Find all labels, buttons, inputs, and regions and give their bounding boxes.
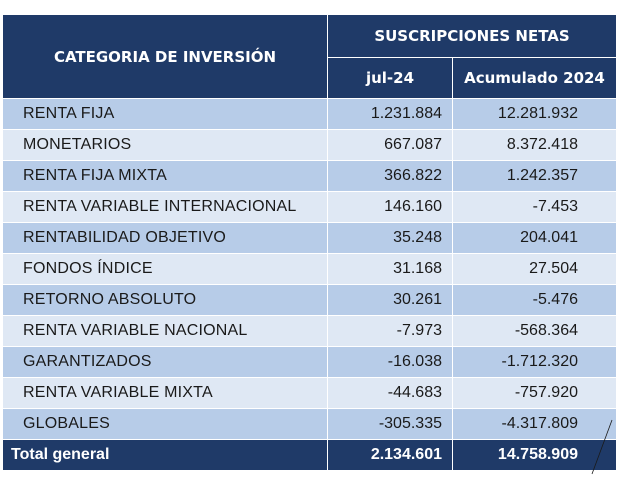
table-row: RENTA VARIABLE MIXTA -44.683 -757.920 bbox=[2, 377, 617, 409]
accumulated-cell: 1.242.357 bbox=[452, 160, 617, 192]
category-header: CATEGORIA DE INVERSIÓN bbox=[2, 14, 328, 99]
category-cell: GLOBALES bbox=[2, 408, 328, 440]
accumulated-cell: 27.504 bbox=[452, 253, 617, 285]
total-label: Total general bbox=[2, 439, 328, 471]
category-cell: RENTA FIJA bbox=[2, 98, 328, 130]
category-cell: RENTA FIJA MIXTA bbox=[2, 160, 328, 192]
accumulated-2024-header: Acumulado 2024 bbox=[452, 57, 617, 99]
category-cell: RENTA VARIABLE MIXTA bbox=[2, 377, 328, 409]
table-row: RENTA FIJA MIXTA 366.822 1.242.357 bbox=[2, 160, 617, 192]
category-cell: RETORNO ABSOLUTO bbox=[2, 284, 328, 316]
accumulated-cell: -757.920 bbox=[452, 377, 617, 409]
table-body: RENTA FIJA 1.231.884 12.281.932 MONETARIOS 6… bbox=[2, 98, 617, 440]
accumulated-cell: -568.364 bbox=[452, 315, 617, 347]
accumulated-cell: -4.317.809 bbox=[452, 408, 617, 440]
table-row: RENTA VARIABLE INTERNACIONAL 146.160 -7.45… bbox=[2, 191, 617, 223]
accumulated-cell: 12.281.932 bbox=[452, 98, 617, 130]
accumulated-cell: -1.712.320 bbox=[452, 346, 617, 378]
category-cell: RENTABILIDAD OBJETIVO bbox=[2, 222, 328, 254]
net-subscriptions-header: SUSCRIPCIONES NETAS bbox=[327, 14, 617, 58]
category-cell: RENTA VARIABLE INTERNACIONAL bbox=[2, 191, 328, 223]
jul-24-cell: 30.261 bbox=[327, 284, 453, 316]
net-subscriptions-table: CATEGORIA DE INVERSIÓN SUSCRIPCIONES NET… bbox=[2, 14, 617, 471]
table-row: MONETARIOS 667.087 8.372.418 bbox=[2, 129, 617, 161]
accumulated-cell: -5.476 bbox=[452, 284, 617, 316]
table-row: RENTABILIDAD OBJETIVO 35.248 204.041 bbox=[2, 222, 617, 254]
jul-24-cell: 667.087 bbox=[327, 129, 453, 161]
total-jul-value: 2.134.601 bbox=[327, 439, 453, 471]
category-cell: GARANTIZADOS bbox=[2, 346, 328, 378]
jul-24-header: jul-24 bbox=[327, 57, 453, 99]
jul-24-cell: 366.822 bbox=[327, 160, 453, 192]
accumulated-cell: -7.453 bbox=[452, 191, 617, 223]
jul-24-cell: -16.038 bbox=[327, 346, 453, 378]
total-acum-value: 14.758.909 bbox=[452, 439, 617, 471]
category-cell: FONDOS ÍNDICE bbox=[2, 253, 328, 285]
jul-24-cell: 31.168 bbox=[327, 253, 453, 285]
jul-24-cell: 146.160 bbox=[327, 191, 453, 223]
category-cell: RENTA VARIABLE NACIONAL bbox=[2, 315, 328, 347]
accumulated-cell: 204.041 bbox=[452, 222, 617, 254]
jul-24-cell: 1.231.884 bbox=[327, 98, 453, 130]
jul-24-cell: -305.335 bbox=[327, 408, 453, 440]
jul-24-cell: 35.248 bbox=[327, 222, 453, 254]
table-row: GARANTIZADOS -16.038 -1.712.320 bbox=[2, 346, 617, 378]
table-row: RENTA VARIABLE NACIONAL -7.973 -568.364 bbox=[2, 315, 617, 347]
table-row: GLOBALES -305.335 -4.317.809 bbox=[2, 408, 617, 440]
category-cell: MONETARIOS bbox=[2, 129, 328, 161]
jul-24-cell: -7.973 bbox=[327, 315, 453, 347]
table-row: RENTA FIJA 1.231.884 12.281.932 bbox=[2, 98, 617, 130]
table-row: RETORNO ABSOLUTO 30.261 -5.476 bbox=[2, 284, 617, 316]
total-row: Total general 2.134.601 14.758.909 bbox=[2, 439, 617, 471]
jul-24-cell: -44.683 bbox=[327, 377, 453, 409]
table-row: FONDOS ÍNDICE 31.168 27.504 bbox=[2, 253, 617, 285]
accumulated-cell: 8.372.418 bbox=[452, 129, 617, 161]
